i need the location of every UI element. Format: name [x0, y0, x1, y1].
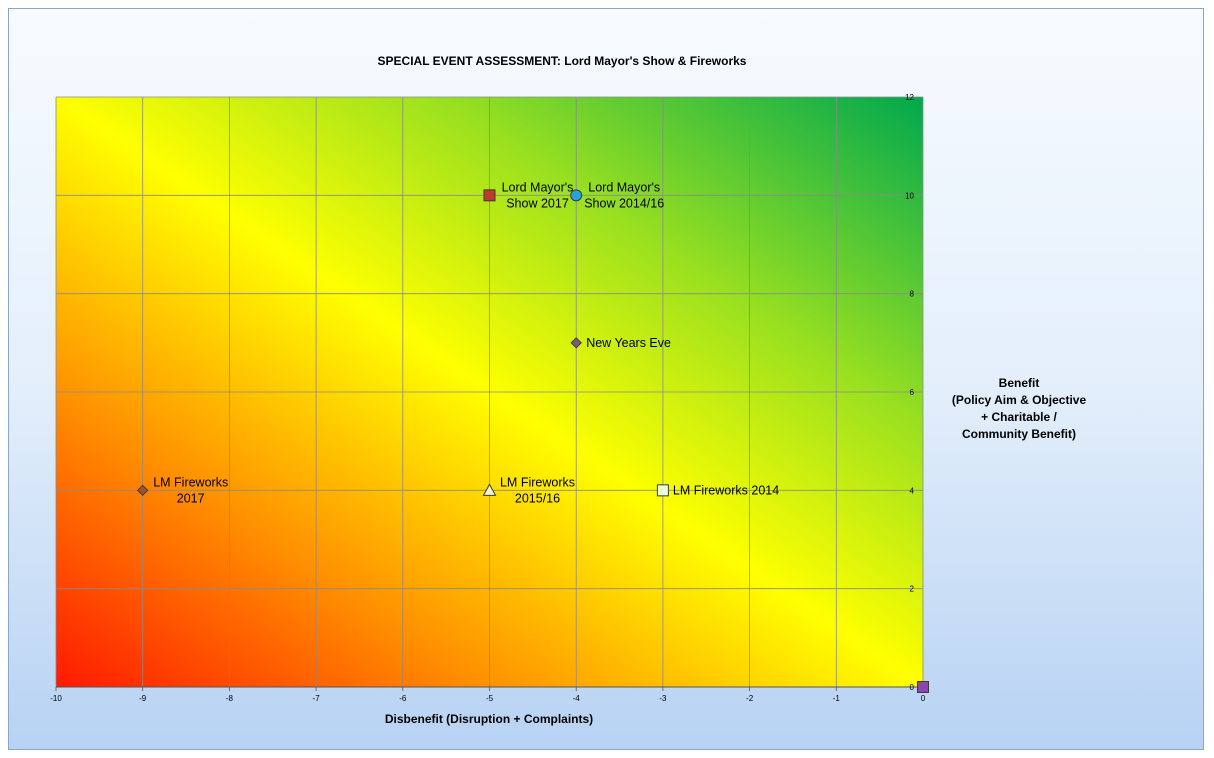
x-tick-label: -2	[746, 694, 754, 703]
data-point: Lord Mayor's Show 2017	[483, 180, 574, 210]
chart-frame: SPECIAL EVENT ASSESSMENT: Lord Mayor's S…	[8, 8, 1204, 750]
y-tick-label: 10	[905, 191, 914, 200]
x-tick-label: -10	[50, 694, 62, 703]
x-tick-label: 0	[921, 694, 926, 703]
chart-svg: SPECIAL EVENT ASSESSMENT: Lord Mayor's S…	[50, 54, 1087, 726]
data-point: LM Fireworks 2017	[136, 475, 228, 505]
data-points: Lord Mayor's Show 2017 Lord Mayor's Show 20…	[136, 180, 929, 693]
y-tick-label: 6	[910, 388, 915, 397]
y-axis-title-line: + Charitable /	[981, 410, 1057, 424]
x-tick-label: -3	[659, 694, 667, 703]
x-tick-label: -8	[226, 694, 234, 703]
x-axis-title: Disbenefit (Disruption + Complaints)	[385, 712, 593, 726]
data-point-label: Show 2014/16	[584, 196, 664, 210]
data-point-label: Show 2017	[506, 196, 569, 210]
data-point-label: LM Fireworks	[500, 475, 575, 489]
x-tick-label: -4	[573, 694, 581, 703]
y-axis-title-line: (Policy Aim & Objective	[952, 393, 1087, 407]
x-tick-label: -5	[486, 694, 494, 703]
point-marker-square	[917, 681, 929, 693]
y-axis-title: Benefit (Policy Aim & Objective + Charitab…	[952, 376, 1087, 441]
data-point: Lord Mayor's Show 2014/16	[570, 180, 664, 210]
data-point-label: 2017	[177, 491, 205, 505]
x-tick-label: -1	[833, 694, 841, 703]
data-point-label: 2015/16	[515, 491, 560, 505]
point-marker-square	[483, 189, 496, 202]
data-point: LM Fireworks 2015/16	[482, 475, 575, 505]
y-tick-label: 0	[910, 683, 915, 692]
point-marker-diamond	[570, 337, 582, 349]
data-point: New Years Eve	[570, 336, 671, 350]
point-marker-circle	[570, 189, 583, 202]
data-point: LM Fireworks 2014	[656, 483, 779, 497]
data-point-label: Lord Mayor's	[588, 180, 660, 194]
y-axis-title-line: Benefit	[999, 376, 1040, 390]
y-tick-label: 2	[910, 585, 915, 594]
y-tick-label: 8	[910, 290, 915, 299]
data-point-label: LM Fireworks 2014	[673, 483, 779, 497]
data-point	[917, 681, 929, 693]
chart-title: SPECIAL EVENT ASSESSMENT: Lord Mayor's S…	[378, 54, 747, 68]
point-marker-triangle	[482, 483, 497, 496]
x-tick-label: -9	[139, 694, 147, 703]
x-tick-label: -6	[399, 694, 407, 703]
point-marker-square	[656, 484, 669, 497]
y-tick-label: 4	[910, 486, 915, 495]
data-point-label: New Years Eve	[586, 336, 671, 350]
y-axis-title-line: Community Benefit)	[962, 427, 1076, 441]
data-point-label: Lord Mayor's	[502, 180, 574, 194]
x-tick-label: -7	[313, 694, 321, 703]
point-marker-diamond	[136, 484, 149, 497]
y-tick-label: 12	[905, 93, 914, 102]
data-point-label: LM Fireworks	[153, 475, 228, 489]
